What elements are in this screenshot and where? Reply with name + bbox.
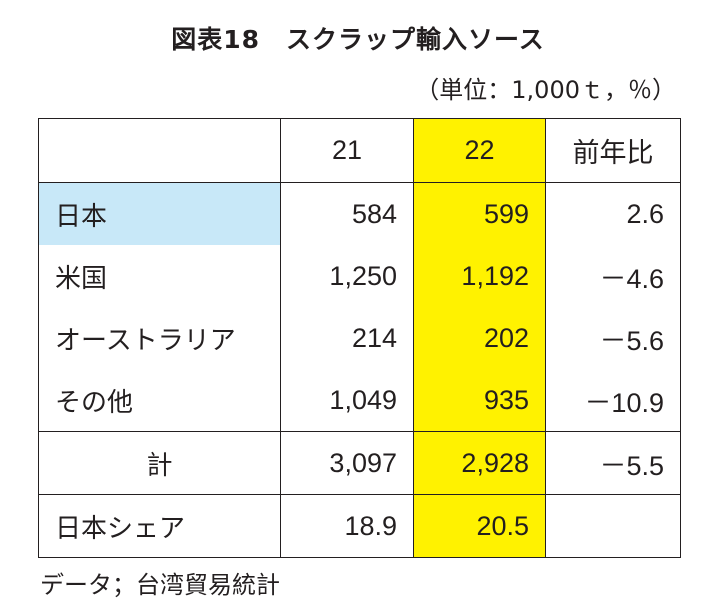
header-row: 21 22 前年比	[38, 118, 681, 183]
table-row: オーストラリア 214 202 －5.6	[38, 307, 681, 369]
row-label: その他	[38, 369, 281, 432]
table-row: その他 1,049 935 －10.9	[38, 369, 681, 432]
cell-yoy: －5.5	[545, 431, 681, 495]
scrap-import-table: 21 22 前年比 日本 584 599 2.6 米国 1,250 1,192 …	[38, 118, 681, 558]
unit-note: （単位：1,000ｔ，％）	[415, 76, 676, 104]
cell-yoy: －4.6	[545, 245, 681, 307]
cell-21: 1,049	[280, 369, 414, 432]
cell-22: 935	[413, 369, 546, 432]
cell-yoy: 2.6	[545, 182, 681, 245]
cell-yoy	[545, 494, 681, 558]
row-label: 日本シェア	[38, 494, 281, 558]
cell-21: 18.9	[280, 494, 414, 558]
table-row: 日本 584 599 2.6	[38, 182, 681, 245]
header-cell: 前年比	[545, 118, 681, 183]
cell-21: 214	[280, 307, 414, 369]
share-row: 日本シェア 18.9 20.5	[38, 494, 681, 558]
cell-22: 20.5	[413, 494, 546, 558]
cell-yoy: －10.9	[545, 369, 681, 432]
cell-22: 2,928	[413, 431, 546, 495]
header-cell: 22	[413, 118, 546, 183]
row-label: オーストラリア	[38, 307, 281, 369]
header-cell	[38, 118, 281, 183]
cell-yoy: －5.6	[545, 307, 681, 369]
cell-22: 1,192	[413, 245, 546, 307]
table-row: 米国 1,250 1,192 －4.6	[38, 245, 681, 307]
table-title: 図表18 スクラップ輸入ソース	[171, 25, 545, 54]
row-label: 米国	[38, 245, 281, 307]
row-label: 計	[38, 431, 281, 495]
cell-22: 599	[413, 182, 546, 245]
cell-21: 1,250	[280, 245, 414, 307]
cell-22: 202	[413, 307, 546, 369]
source-note: データ；台湾貿易統計	[40, 571, 280, 599]
header-cell: 21	[280, 118, 414, 183]
row-label: 日本	[38, 182, 281, 245]
cell-21: 3,097	[280, 431, 414, 495]
cell-21: 584	[280, 182, 414, 245]
total-row: 計 3,097 2,928 －5.5	[38, 431, 681, 495]
